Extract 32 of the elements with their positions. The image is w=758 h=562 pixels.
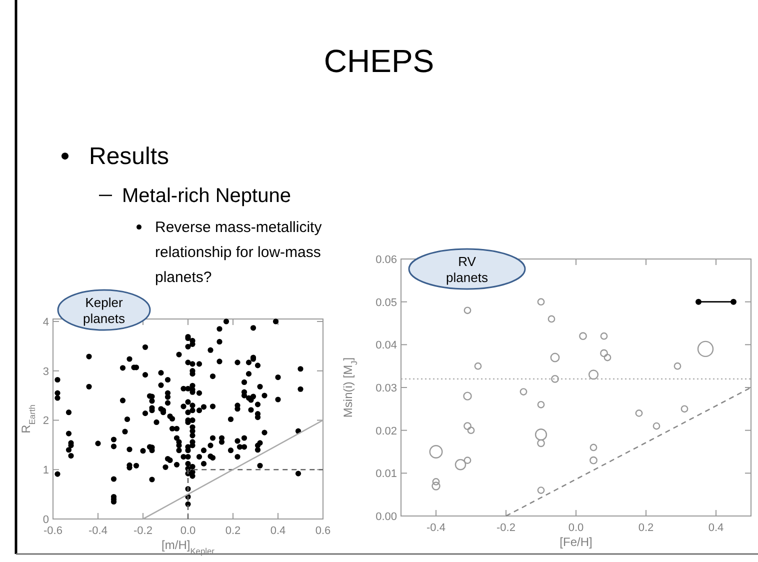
y-tick-label: 0 xyxy=(42,514,49,526)
x-axis-title: [m/H]$_{Kepler}$ xyxy=(162,538,215,556)
y-tick-label: 3 xyxy=(42,366,49,378)
y-tick-label: 0.03 xyxy=(376,382,397,394)
y-tick-label: 0.02 xyxy=(376,425,397,438)
y-tick-label: 4 xyxy=(42,316,49,328)
text: Results xyxy=(89,143,170,170)
x-axis-title: [Fe/H] xyxy=(560,535,592,549)
x-tick-label: -0.2 xyxy=(496,522,516,534)
x-tick-label: 0.2 xyxy=(225,525,241,537)
x-tick-label: -0.4 xyxy=(426,522,446,534)
y-tick-label: 1 xyxy=(42,464,49,477)
x-tick-label: -0.2 xyxy=(134,525,152,537)
x-tick-label: 0.0 xyxy=(180,525,196,537)
y-tick-label: 0.01 xyxy=(376,468,397,480)
y-tick-label: 2 xyxy=(42,415,49,428)
x-tick-label: -0.4 xyxy=(88,525,108,537)
x-tick-label: 0.6 xyxy=(315,525,331,537)
annotation: RV planets xyxy=(446,254,488,285)
x-tick-label: -0.6 xyxy=(44,525,62,537)
y-tick-label: 0.00 xyxy=(376,511,397,523)
chart-title: CHEPS xyxy=(324,43,434,79)
x-tick-label: 0.4 xyxy=(708,522,724,534)
y-tick-label: 0.04 xyxy=(376,340,397,352)
x-tick-label: 0.4 xyxy=(270,525,286,537)
x-tick-label: 0.2 xyxy=(638,522,654,534)
y-tick-label: 0.06 xyxy=(376,254,397,266)
text: Reverse mass-metallicity relationship for low-mass planets? xyxy=(155,219,322,286)
y-tick-label: 0.05 xyxy=(376,296,397,309)
annotation: Kepler planets xyxy=(83,295,126,326)
x-tick-label: 0.0 xyxy=(568,522,584,534)
text: Metal-rich Neptune xyxy=(122,185,291,207)
